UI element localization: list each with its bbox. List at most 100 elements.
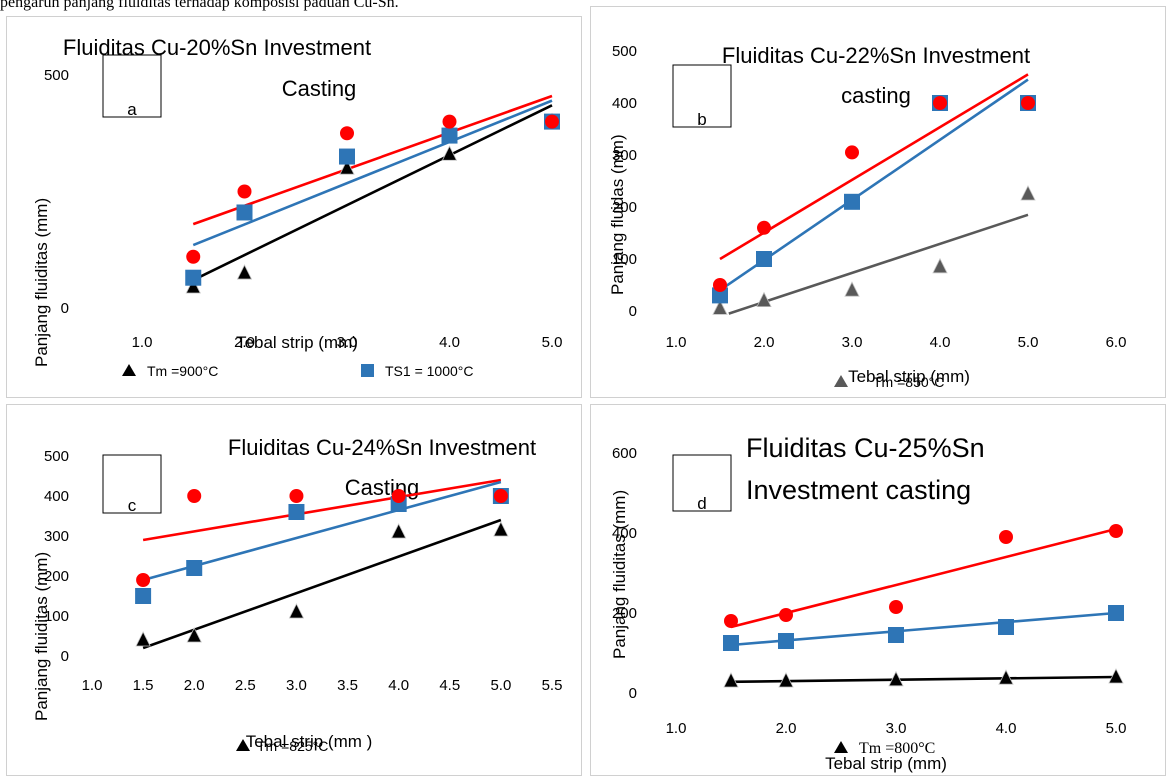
data-point-triangle: [1108, 668, 1124, 684]
trend-line-red: [192, 94, 553, 226]
data-point-triangle: [236, 264, 253, 280]
data-point-square: [186, 560, 203, 576]
panel-label: a: [127, 100, 137, 119]
trend-line-black: [142, 518, 502, 650]
y-tick-label: 500: [44, 67, 69, 84]
x-tick-label: 4.0: [439, 334, 460, 351]
trend-line-gray: [728, 213, 1029, 315]
data-point-triangle: [932, 257, 948, 274]
x-axis-label: Tebal strip (mm): [236, 333, 358, 352]
data-point-square: [1108, 605, 1124, 621]
data-point-square: [778, 633, 794, 649]
data-point-square: [441, 127, 458, 144]
x-tick-label: 1.0: [666, 720, 687, 737]
x-tick-label: 2.0: [184, 677, 205, 694]
y-axis-label: Panjang fluiditas (mm): [610, 490, 629, 659]
chart-title-line1: Fluiditas Cu-22%Sn Investment: [722, 43, 1030, 68]
data-point-circle: [999, 530, 1013, 544]
x-tick-labels: 1.0 1.5 2.0 2.5 3.0 3.5 4.0 4.5 5.0 5.5: [82, 677, 563, 694]
y-tick-label: 0: [629, 685, 637, 702]
legend-entry-0: Tm =900°C: [147, 363, 218, 379]
data-point-circle: [289, 489, 304, 503]
y-tick-label: 500: [612, 43, 637, 60]
trend-line-red: [719, 73, 1029, 261]
data-point-circle: [186, 249, 201, 264]
data-point-square: [339, 148, 355, 165]
legend-triangle-marker: [122, 364, 136, 376]
data-point-triangle: [723, 672, 739, 688]
trend-line-red: [142, 478, 502, 542]
data-point-circle: [136, 573, 151, 587]
data-point-square: [888, 627, 904, 643]
data-point-circle: [187, 489, 202, 503]
y-tick-label: 200: [612, 199, 637, 216]
data-point-square: [135, 588, 152, 604]
x-tick-label: 5.0: [1018, 334, 1039, 351]
x-tick-label: 6.0: [1106, 334, 1127, 351]
x-tick-labels: 1.0 2.0 3.0 4.0 5.0 6.0: [666, 334, 1127, 351]
panel-label-box: [102, 54, 162, 118]
chart-panel-b: b Fluiditas Cu-22%Sn Investment casting …: [590, 6, 1166, 398]
data-markers: [135, 488, 509, 647]
chart-title-line1: Fluiditas Cu-20%Sn Investment: [63, 35, 371, 60]
trend-lines: [142, 478, 502, 650]
data-point-circle: [545, 114, 559, 129]
y-tick-label: 500: [44, 448, 69, 465]
chart-a-svg: a Fluiditas Cu-20%Sn Investment Casting …: [32, 35, 563, 379]
legend-entry-0: Tm =850°C: [873, 374, 944, 390]
x-tick-labels: 1.0 2.0 3.0 4.0 5.0: [132, 334, 563, 351]
legend-triangle-marker: [236, 739, 250, 751]
legend-entry-0: Tm =800°C: [859, 740, 935, 757]
y-tick-label: 400: [44, 488, 69, 505]
y-tick-labels: 0 100 200 300 400 500: [44, 448, 69, 665]
data-point-circle: [779, 608, 793, 622]
x-axis-label: Tebal strip (mm ): [246, 732, 373, 751]
data-point-square: [236, 204, 253, 221]
trend-line-red: [730, 527, 1117, 629]
y-tick-label: 400: [612, 525, 637, 542]
x-tick-label: 3.0: [337, 334, 358, 351]
data-point-circle: [845, 145, 859, 160]
legend-square-marker: [361, 364, 374, 377]
data-point-triangle: [339, 159, 355, 175]
data-markers: [723, 524, 1124, 688]
panel-label: c: [128, 496, 137, 515]
x-tick-label: 5.0: [1106, 720, 1127, 737]
trend-line-black: [192, 104, 553, 282]
chart-title-line2: Casting: [282, 76, 357, 101]
data-point-square: [712, 287, 728, 304]
y-tick-label: 200: [44, 568, 69, 585]
y-axis-label: Panjang fluidas (mm): [608, 134, 627, 295]
chart-title-line2: Investment casting: [746, 475, 971, 505]
y-tick-label: 0: [61, 300, 69, 317]
data-point-circle: [889, 600, 903, 614]
x-tick-label: 5.0: [490, 677, 511, 694]
data-point-circle: [933, 96, 947, 110]
y-tick-label: 0: [629, 303, 637, 320]
chart-panel-d: d Fluiditas Cu-25%Sn Investment casting …: [590, 404, 1166, 776]
x-axis-label: Tebal strip (mm): [825, 754, 947, 773]
data-markers: [185, 112, 560, 294]
y-tick-label: 400: [612, 95, 637, 112]
y-tick-label: 100: [612, 251, 637, 268]
data-point-square: [288, 504, 305, 520]
y-tick-label: 100: [44, 608, 69, 625]
legend-triangle-marker: [834, 375, 848, 387]
chart-d-svg: d Fluiditas Cu-25%Sn Investment casting …: [610, 433, 1127, 773]
data-point-triangle: [288, 603, 305, 619]
y-tick-label: 600: [612, 445, 637, 462]
x-tick-label: 1.0: [82, 677, 103, 694]
x-tick-label: 2.0: [234, 334, 255, 351]
trend-lines: [192, 94, 553, 282]
y-tick-label: 200: [612, 605, 637, 622]
data-point-triangle: [391, 523, 407, 539]
data-point-circle: [391, 489, 406, 503]
panel-label-box: [102, 454, 162, 514]
panel-label: b: [697, 110, 706, 129]
chart-b-svg: b Fluiditas Cu-22%Sn Investment casting …: [608, 43, 1127, 390]
data-point-square: [756, 251, 772, 267]
trend-lines: [730, 527, 1117, 684]
chart-title-line2: casting: [841, 83, 911, 108]
data-point-circle: [340, 126, 354, 141]
y-axis-label: Panjang fluiditas (mm): [32, 552, 51, 721]
